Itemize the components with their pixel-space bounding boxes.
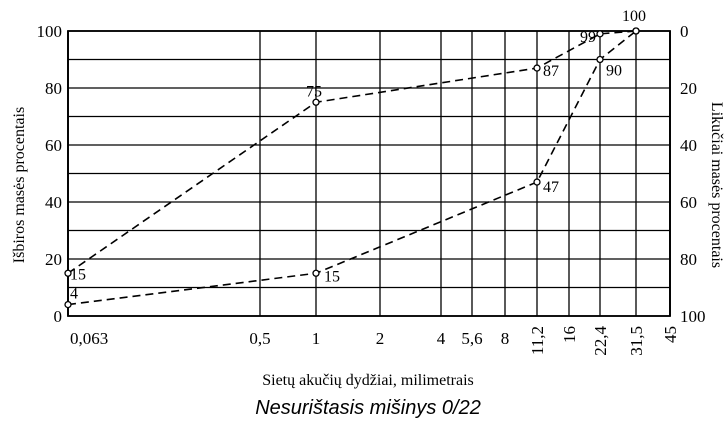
- x-tick-label: 0,063: [70, 329, 108, 348]
- y-axis-left-title: Išbiros masės procentais: [11, 107, 28, 263]
- grid: [67, 30, 671, 317]
- chart-caption: Nesurištasis mišinys 0/22: [255, 397, 481, 419]
- data-label: 15: [70, 266, 86, 283]
- y-right-tick-label: 60: [680, 193, 697, 212]
- x-tick-label: 4: [437, 329, 446, 348]
- data-point: [596, 55, 604, 64]
- x-tick-label: 8: [501, 329, 510, 348]
- y-left-tick-label: 40: [45, 193, 62, 212]
- data-point: [596, 30, 604, 38]
- y-right-tick-label: 100: [680, 307, 706, 326]
- x-tick-label: 5,6: [461, 329, 482, 348]
- y-right-tick-label: 20: [680, 79, 697, 98]
- y-left-tick-label: 60: [45, 136, 62, 155]
- x-tick-label: 16: [560, 326, 579, 343]
- y-right-tick-label: 80: [680, 250, 697, 269]
- y-left-tick-label: 80: [45, 79, 62, 98]
- y-left-tick-label: 0: [54, 307, 63, 326]
- data-point: [312, 98, 320, 106]
- data-label: 4: [70, 286, 78, 303]
- data-point: [64, 269, 72, 277]
- data-point: [64, 300, 72, 309]
- x-tick-label: 2: [376, 329, 385, 348]
- y-right-tick-label: 0: [680, 22, 689, 41]
- y-left-tick-label: 20: [45, 250, 62, 269]
- data-label: 99: [580, 29, 596, 46]
- x-tick-label: 0,5: [249, 329, 270, 348]
- y-right-tick-label: 40: [680, 136, 697, 155]
- data-point: [632, 27, 640, 35]
- data-point: [533, 178, 541, 186]
- series-line: [67, 30, 637, 306]
- x-tick-label: 1: [312, 329, 321, 348]
- data-label: 75: [306, 83, 322, 100]
- x-tick-label: 22,4: [591, 326, 610, 356]
- plot-frame: [67, 30, 671, 317]
- data-label: 47: [543, 179, 559, 196]
- x-tick-label: 11,2: [528, 326, 547, 355]
- y-axis-right-title: Likučiai masės procentais: [708, 102, 725, 268]
- x-tick-label: 45: [661, 326, 680, 343]
- data-label: 100: [622, 8, 646, 25]
- x-tick-label: 31,5: [627, 326, 646, 356]
- y-left-tick-label: 100: [37, 22, 63, 41]
- x-axis-title: Sietų akučių dydžiai, milimetrais: [262, 372, 474, 389]
- data-label: 15: [324, 268, 340, 285]
- data-point: [312, 269, 320, 277]
- data-point: [533, 64, 541, 72]
- data-label: 87: [543, 63, 559, 80]
- data-label: 90: [606, 63, 622, 80]
- series-layer: [64, 27, 640, 309]
